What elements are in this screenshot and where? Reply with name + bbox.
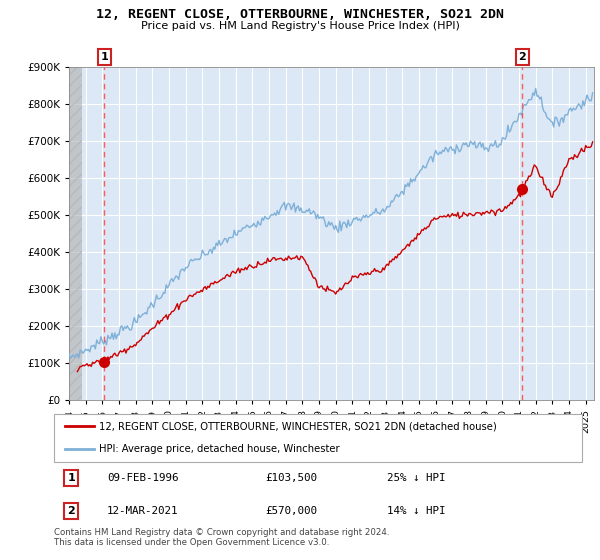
- Bar: [69, 67, 82, 400]
- Text: 14% ↓ HPI: 14% ↓ HPI: [386, 506, 445, 516]
- Text: 12-MAR-2021: 12-MAR-2021: [107, 506, 178, 516]
- Text: 25% ↓ HPI: 25% ↓ HPI: [386, 473, 445, 483]
- Text: 1: 1: [100, 52, 108, 62]
- Text: £570,000: £570,000: [265, 506, 317, 516]
- Text: 09-FEB-1996: 09-FEB-1996: [107, 473, 178, 483]
- Text: 12, REGENT CLOSE, OTTERBOURNE, WINCHESTER, SO21 2DN: 12, REGENT CLOSE, OTTERBOURNE, WINCHESTE…: [96, 8, 504, 21]
- FancyBboxPatch shape: [54, 414, 582, 462]
- Text: 2: 2: [518, 52, 526, 62]
- Text: Contains HM Land Registry data © Crown copyright and database right 2024.
This d: Contains HM Land Registry data © Crown c…: [54, 528, 389, 547]
- Text: HPI: Average price, detached house, Winchester: HPI: Average price, detached house, Winc…: [99, 444, 340, 454]
- Text: 2: 2: [67, 506, 75, 516]
- Text: £103,500: £103,500: [265, 473, 317, 483]
- Text: 12, REGENT CLOSE, OTTERBOURNE, WINCHESTER, SO21 2DN (detached house): 12, REGENT CLOSE, OTTERBOURNE, WINCHESTE…: [99, 421, 497, 431]
- Text: Price paid vs. HM Land Registry's House Price Index (HPI): Price paid vs. HM Land Registry's House …: [140, 21, 460, 31]
- Text: 1: 1: [67, 473, 75, 483]
